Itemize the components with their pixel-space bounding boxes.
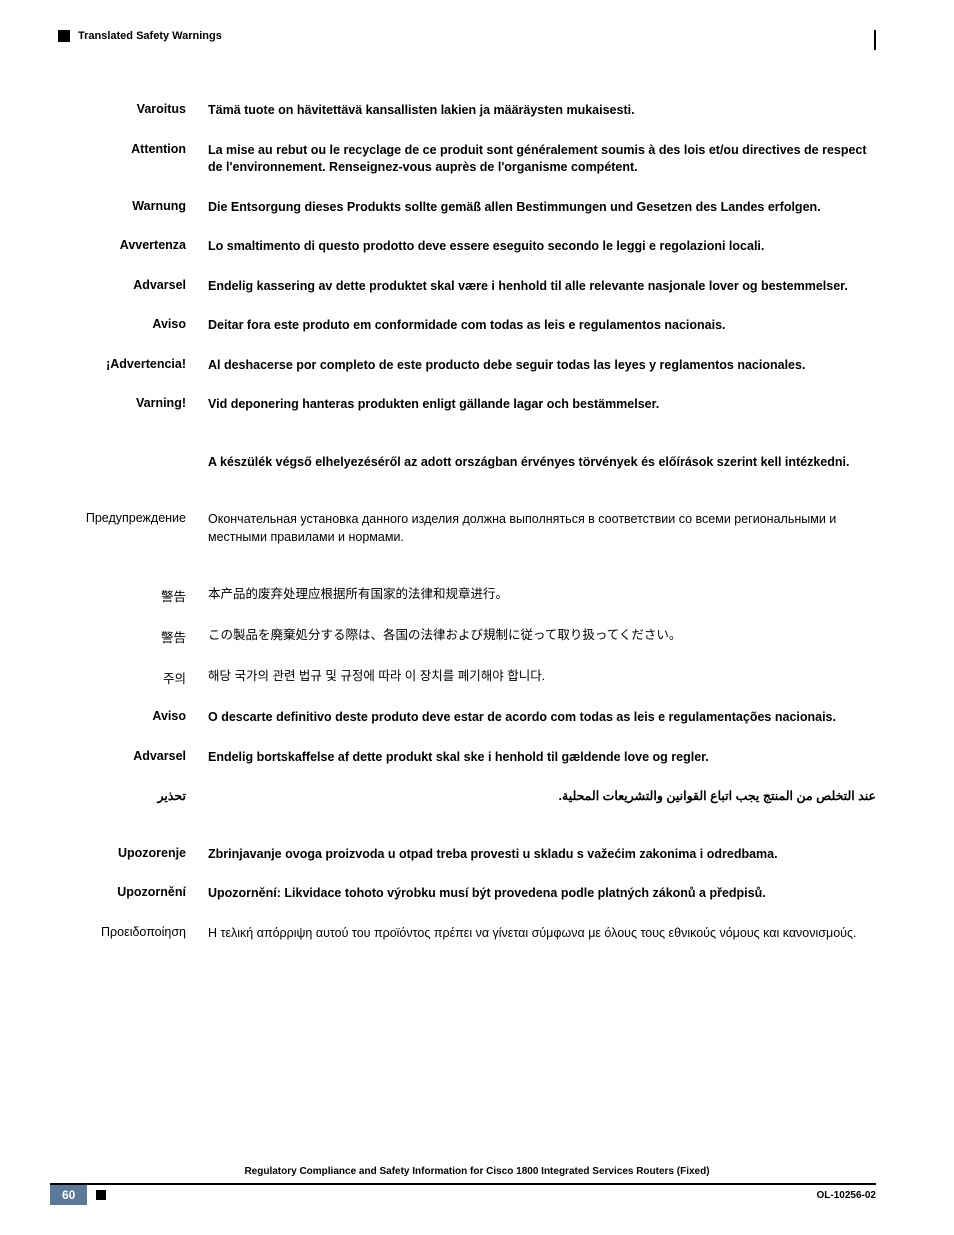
warning-row: VaroitusTämä tuote on hävitettävä kansal… <box>78 102 876 120</box>
warning-text: Η τελική απόρριψη αυτού του προϊόντος πρ… <box>208 925 876 943</box>
warning-row: WarnungDie Entsorgung dieses Produkts so… <box>78 199 876 217</box>
warning-label: 警告 <box>78 586 208 605</box>
page-number-badge: 60 <box>50 1185 87 1205</box>
warnings-list: VaroitusTämä tuote on hävitettävä kansal… <box>78 102 876 942</box>
warning-text: Zbrinjavanje ovoga proizvoda u otpad tre… <box>208 846 876 864</box>
warning-text: Endelig bortskaffelse af dette produkt s… <box>208 749 876 767</box>
warning-text: 해당 국가의 관련 법규 및 규정에 따라 이 장치를 폐기해야 합니다. <box>208 668 876 686</box>
warning-text: 本产品的废弃处理应根据所有国家的法律和规章进行。 <box>208 586 876 604</box>
header-section-title: Translated Safety Warnings <box>78 30 222 42</box>
document-page: Translated Safety Warnings VaroitusTämä … <box>0 0 954 1235</box>
footer-marker-icon <box>96 1190 106 1200</box>
page-footer: Regulatory Compliance and Safety Informa… <box>0 1166 954 1205</box>
warning-text: Vid deponering hanteras produkten enligt… <box>208 396 876 414</box>
header-right-crop-mark <box>874 30 876 50</box>
warning-text: Tämä tuote on hävitettävä kansallisten l… <box>208 102 876 120</box>
warning-row: A készülék végső elhelyezéséről az adott… <box>78 454 876 472</box>
warning-text: O descarte definitivo deste produto deve… <box>208 709 876 727</box>
warning-label: Aviso <box>78 317 208 331</box>
warning-row: AvvertenzaLo smaltimento di questo prodo… <box>78 238 876 256</box>
warning-row: ¡Advertencia!Al deshacerse por completo … <box>78 357 876 375</box>
warning-text: Die Entsorgung dieses Produkts sollte ge… <box>208 199 876 217</box>
warning-label: Advarsel <box>78 749 208 763</box>
header-marker-icon <box>58 30 70 42</box>
warning-label: Προειδοποίηση <box>78 925 208 939</box>
warning-text: この製品を廃棄処分する際は、各国の法律および規制に従って取り扱ってください。 <box>208 627 876 645</box>
warning-row: AvisoDeitar fora este produto em conform… <box>78 317 876 335</box>
warning-row: AttentionLa mise au rebut ou le recyclag… <box>78 142 876 177</box>
warning-row: ПредупреждениеОкончательная установка да… <box>78 511 876 546</box>
warning-text: Endelig kassering av dette produktet ska… <box>208 278 876 296</box>
warning-label: Avvertenza <box>78 238 208 252</box>
warning-row: AdvarselEndelig bortskaffelse af dette p… <box>78 749 876 767</box>
warning-row: AvisoO descarte definitivo deste produto… <box>78 709 876 727</box>
warning-label: Advarsel <box>78 278 208 292</box>
warning-text: A készülék végső elhelyezéséről az adott… <box>208 454 876 472</box>
warning-row: Varning!Vid deponering hanteras produkte… <box>78 396 876 414</box>
footer-doc-id: OL-10256-02 <box>817 1190 876 1201</box>
warning-label: Upozorenje <box>78 846 208 860</box>
warning-row: 警告この製品を廃棄処分する際は、各国の法律および規制に従って取り扱ってください。 <box>78 627 876 646</box>
warning-label: ¡Advertencia! <box>78 357 208 371</box>
warning-row: ΠροειδοποίησηΗ τελική απόρριψη αυτού του… <box>78 925 876 943</box>
warning-row: تحذيرعند التخلص من المنتج يجب اتباع القو… <box>78 788 876 806</box>
warning-label: 주의 <box>78 668 208 687</box>
footer-bottom-row: 60 OL-10256-02 <box>0 1185 954 1205</box>
warning-text: Al deshacerse por completo de este produ… <box>208 357 876 375</box>
warning-label: Varning! <box>78 396 208 410</box>
warning-label: Warnung <box>78 199 208 213</box>
warning-label: Attention <box>78 142 208 156</box>
running-header: Translated Safety Warnings <box>58 30 876 42</box>
warning-label: Предупреждение <box>78 511 208 525</box>
footer-doc-title: Regulatory Compliance and Safety Informa… <box>0 1166 954 1177</box>
warning-row: 주의해당 국가의 관련 법규 및 규정에 따라 이 장치를 폐기해야 합니다. <box>78 668 876 687</box>
warning-text: Upozornění: Likvidace tohoto výrobku mus… <box>208 885 876 903</box>
warning-text: Lo smaltimento di questo prodotto deve e… <box>208 238 876 256</box>
warning-label: Varoitus <box>78 102 208 116</box>
warning-text: Окончательная установка данного изделия … <box>208 511 876 546</box>
warning-label: تحذير <box>78 788 208 803</box>
warning-text: Deitar fora este produto em conformidade… <box>208 317 876 335</box>
warning-row: UpozorněníUpozornění: Likvidace tohoto v… <box>78 885 876 903</box>
warning-text: La mise au rebut ou le recyclage de ce p… <box>208 142 876 177</box>
warning-text: عند التخلص من المنتج يجب اتباع القوانين … <box>208 788 876 806</box>
warning-row: UpozorenjeZbrinjavanje ovoga proizvoda u… <box>78 846 876 864</box>
warning-row: AdvarselEndelig kassering av dette produ… <box>78 278 876 296</box>
warning-label: Aviso <box>78 709 208 723</box>
warning-label: Upozornění <box>78 885 208 899</box>
warning-label: 警告 <box>78 627 208 646</box>
warning-row: 警告本产品的废弃处理应根据所有国家的法律和规章进行。 <box>78 586 876 605</box>
